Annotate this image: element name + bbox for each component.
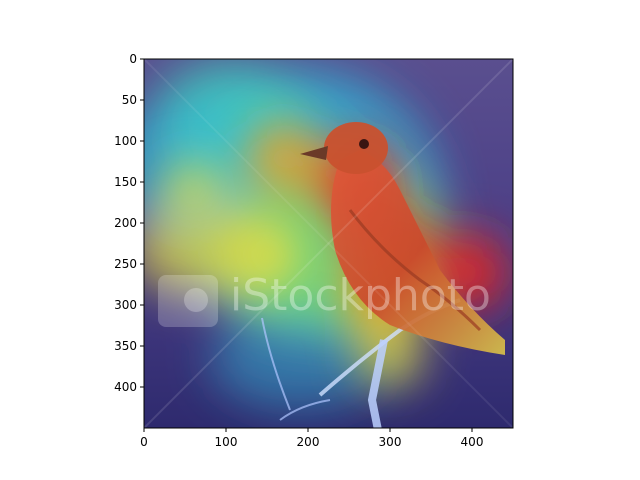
x-tick-label: 100	[215, 435, 238, 449]
watermark-text: iStockphoto	[230, 270, 491, 321]
y-tick-label: 50	[122, 93, 137, 107]
plot-area: iStockphoto	[144, 59, 513, 428]
x-axis: 0 100 200 300 400	[140, 428, 483, 449]
bird-photo-illustration	[261, 122, 505, 428]
y-tick-label: 350	[114, 339, 137, 353]
x-tick-label: 200	[297, 435, 320, 449]
y-tick-label: 0	[129, 52, 137, 66]
hotspot-6	[161, 158, 226, 223]
y-tick-label: 100	[114, 134, 137, 148]
x-tick-label: 400	[461, 435, 484, 449]
y-tick-label: 300	[114, 298, 137, 312]
y-tick-label: 200	[114, 216, 137, 230]
hotspot-4	[245, 119, 321, 195]
y-tick-label: 250	[114, 257, 137, 271]
x-tick-label: 0	[140, 435, 148, 449]
watermark: iStockphoto	[144, 59, 513, 428]
hotspot-5	[232, 221, 302, 291]
y-axis: 0 50 100 150 200 250 300 350 400	[114, 52, 144, 394]
plot-frame	[143, 58, 514, 429]
y-tick-label: 400	[114, 380, 137, 394]
hotspot-7	[356, 320, 424, 389]
y-tick-label: 150	[114, 175, 137, 189]
x-tick-label: 300	[379, 435, 402, 449]
